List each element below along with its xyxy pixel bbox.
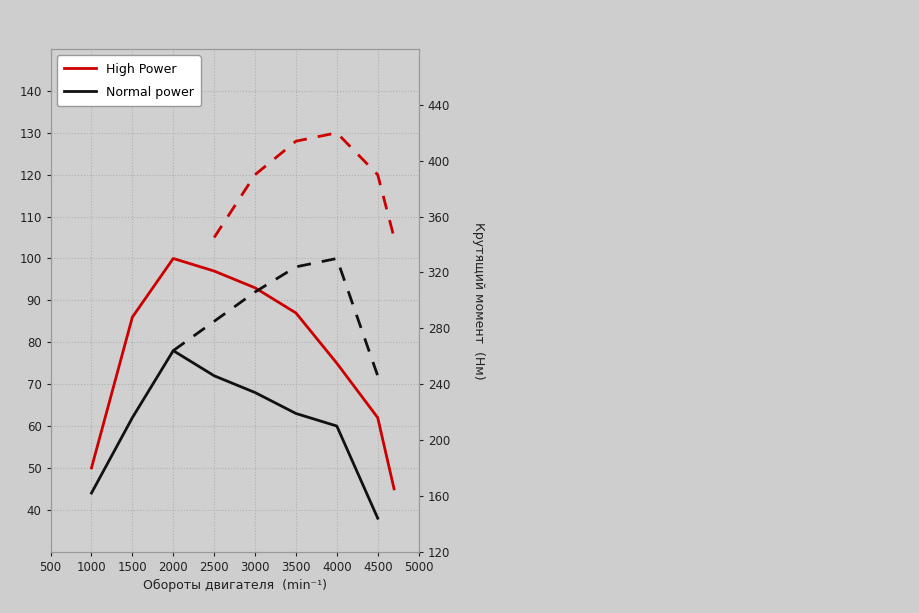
Legend: High Power, Normal power: High Power, Normal power bbox=[57, 55, 200, 106]
Y-axis label: Крутящий момент  (Нм): Крутящий момент (Нм) bbox=[471, 221, 484, 379]
X-axis label: Обороты двигателя  (min⁻¹): Обороты двигателя (min⁻¹) bbox=[142, 579, 326, 592]
